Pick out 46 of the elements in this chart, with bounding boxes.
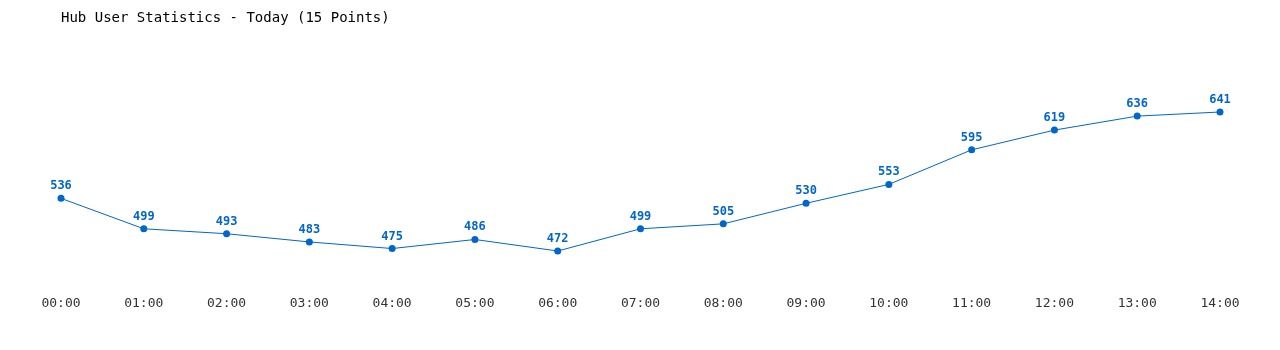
point [140,225,148,233]
point [223,230,231,238]
data-label: 499 [629,208,652,223]
data-label: 636 [1126,96,1149,111]
data-label: 553 [878,164,900,179]
point [637,225,644,233]
point [471,235,479,243]
point [1050,126,1058,134]
x-tick-label: 04:00 [372,295,412,310]
x-tick-label: 14:00 [1200,295,1240,310]
point [305,238,313,246]
point [1133,112,1141,120]
x-tick-label: 11:00 [952,295,992,310]
data-label: 483 [298,221,321,236]
x-tick-label: 08:00 [703,295,743,310]
x-tick-label: 07:00 [620,295,661,310]
point [57,194,65,202]
data-label: 475 [381,228,403,243]
x-tick-label: 09:00 [786,295,826,310]
data-label: 595 [960,129,983,144]
chart-title: Hub User Statistics - Today (15 Points) [61,9,390,25]
data-label: 486 [464,219,486,234]
point [1216,108,1224,116]
x-tick-label: 03:00 [289,295,329,310]
data-label: 619 [1043,110,1066,125]
point [885,180,893,188]
x-tick-label: 10:00 [869,295,909,310]
x-tick-label: 12:00 [1034,295,1074,310]
x-tick-label: 13:00 [1117,295,1157,310]
data-label: 499 [132,208,155,223]
data-label: 472 [546,231,569,245]
x-tick-label: 00:00 [41,295,81,310]
point [388,245,396,253]
point [802,199,810,207]
data-label: 641 [1209,92,1231,106]
point [554,247,562,255]
point [968,146,976,154]
point [719,220,727,228]
x-tick-label: 02:00 [207,295,247,310]
x-tick-label: 05:00 [455,295,495,310]
data-label: 505 [712,203,735,218]
x-tick-label: 01:00 [124,295,164,310]
data-label: 493 [215,213,238,228]
data-label: 536 [50,178,72,193]
x-tick-label: 06:00 [538,295,578,310]
data-label: 530 [795,183,817,198]
